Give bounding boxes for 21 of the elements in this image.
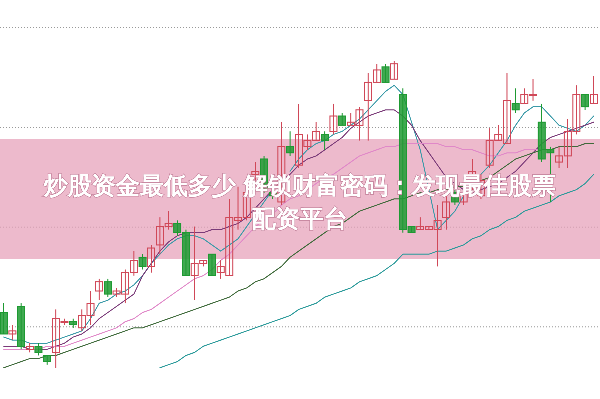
candlestick (208, 254, 216, 276)
candlestick (148, 244, 156, 274)
candlestick (330, 103, 338, 136)
candlestick (442, 196, 450, 230)
candlestick (69, 318, 78, 329)
candlestick (590, 76, 598, 104)
candlestick (338, 112, 346, 126)
candlestick (138, 254, 147, 270)
candlestick (95, 278, 104, 301)
candlestick (382, 64, 390, 83)
candlestick (104, 278, 112, 298)
candlestick (8, 324, 17, 341)
candlestick (390, 60, 398, 80)
candlestick (581, 94, 590, 111)
candlestick (321, 131, 330, 151)
candlestick (34, 342, 43, 356)
candlestick (43, 355, 52, 366)
candlestick (0, 303, 8, 335)
candlestick (286, 131, 294, 157)
candlestick (512, 88, 520, 114)
candlestick (26, 342, 34, 354)
